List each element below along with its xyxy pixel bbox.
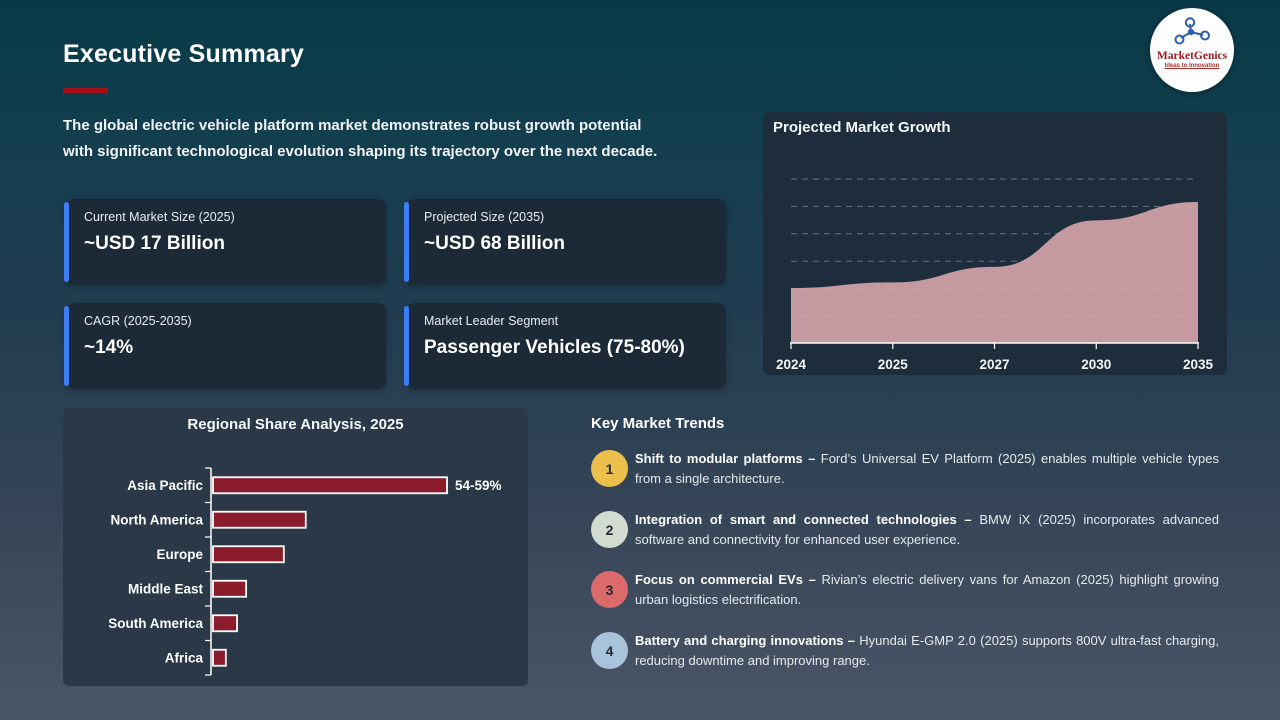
trend-item-3: 3 Focus on commercial EVs – Rivian’s ele…: [591, 570, 1221, 609]
logo-tagline: Ideas to Innovation: [1164, 63, 1220, 69]
molecule-icon: [1174, 17, 1210, 45]
trend-item-4: 4 Battery and charging innovations – Hyu…: [591, 631, 1221, 670]
stat-card-label: Projected Size (2035): [424, 210, 545, 224]
trend-item-2: 2 Integration of smart and connected tec…: [591, 510, 1221, 549]
logo-name: MarketGenics: [1156, 50, 1228, 62]
svg-text:2030: 2030: [1081, 357, 1111, 372]
svg-text:2025: 2025: [878, 357, 909, 372]
svg-text:54-59%: 54-59%: [455, 478, 502, 493]
trend-text: Shift to modular platforms – Ford’s Univ…: [635, 449, 1219, 488]
trend-body: Hyundai E-GMP 2.0 (2025) supports 800V u…: [635, 633, 1219, 668]
stat-card-label: Current Market Size (2025): [84, 210, 235, 224]
trend-lead: Integration of smart and connected techn…: [635, 512, 972, 527]
svg-text:South America: South America: [108, 616, 203, 631]
svg-text:Europe: Europe: [156, 547, 203, 562]
growth-area-chart: 2024 2025 2027 2030 2035: [776, 178, 1214, 372]
stat-card-label: Market Leader Segment: [424, 314, 559, 328]
title-underline: [63, 88, 108, 93]
svg-text:2024: 2024: [776, 357, 807, 372]
svg-text:Africa: Africa: [165, 650, 204, 665]
stat-card-current-market-size: Current Market Size (2025) ~USD 17 Billi…: [64, 199, 386, 285]
stat-card-label: CAGR (2025-2035): [84, 314, 192, 328]
stat-card-market-leader-segment: Market Leader Segment Passenger Vehicles…: [404, 303, 726, 389]
trend-text: Battery and charging innovations – Hyund…: [635, 631, 1219, 670]
stat-card-projected-size: Projected Size (2035) ~USD 68 Billion: [404, 199, 726, 285]
trend-body: Rivian’s electric delivery vans for Amaz…: [635, 572, 1219, 607]
trend-body: BMW iX (2025) incorporates advanced soft…: [635, 512, 1219, 547]
trend-number-badge: 3: [591, 571, 628, 608]
trends-heading: Key Market Trends: [591, 415, 725, 432]
trend-text: Integration of smart and connected techn…: [635, 510, 1219, 549]
trend-number-badge: 4: [591, 632, 628, 669]
stat-card-cagr: CAGR (2025-2035) ~14%: [64, 303, 386, 389]
stat-card-value: ~14%: [84, 337, 134, 358]
page-title: Executive Summary: [63, 40, 305, 68]
card-accent-bar: [404, 202, 409, 282]
trend-lead: Battery and charging innovations –: [635, 633, 855, 648]
intro-line-1: The global electric vehicle platform mar…: [63, 117, 642, 134]
card-accent-bar: [64, 202, 69, 282]
growth-chart-title: Projected Market Growth: [773, 119, 951, 136]
trend-body: Ford’s Universal EV Platform (2025) enab…: [635, 451, 1219, 486]
intro-line-2: with significant technological evolution…: [63, 143, 658, 160]
intro-text: The global electric vehicle platform mar…: [63, 113, 763, 165]
trend-item-1: 1 Shift to modular platforms – Ford’s Un…: [591, 449, 1221, 488]
trend-lead: Focus on commercial EVs –: [635, 572, 816, 587]
svg-text:North America: North America: [110, 512, 203, 527]
regional-chart-title: Regional Share Analysis, 2025: [187, 416, 404, 433]
svg-text:2035: 2035: [1183, 357, 1214, 372]
regional-bar-chart: Asia Pacific 54-59% North America Europe Mid…: [108, 467, 502, 676]
trend-number-badge: 1: [591, 450, 628, 487]
svg-text:2027: 2027: [979, 357, 1009, 372]
stat-card-value: ~USD 68 Billion: [424, 233, 565, 254]
stat-card-value: ~USD 17 Billion: [84, 233, 225, 254]
stat-card-value: Passenger Vehicles (75-80%): [424, 337, 685, 358]
projected-market-growth-panel: Projected Market Growth 2024 2025 2027 2030…: [763, 112, 1227, 375]
svg-text:Asia Pacific: Asia Pacific: [127, 478, 203, 493]
regional-share-panel: Regional Share Analysis, 2025 Asia Pacif…: [63, 408, 528, 686]
card-accent-bar: [404, 306, 409, 386]
card-accent-bar: [64, 306, 69, 386]
marketgenics-logo: MarketGenics Ideas to Innovation: [1150, 8, 1234, 92]
trend-lead: Shift to modular platforms –: [635, 451, 816, 466]
trend-number-badge: 2: [591, 511, 628, 548]
svg-text:Middle East: Middle East: [128, 581, 204, 596]
trend-text: Focus on commercial EVs – Rivian’s elect…: [635, 570, 1219, 609]
